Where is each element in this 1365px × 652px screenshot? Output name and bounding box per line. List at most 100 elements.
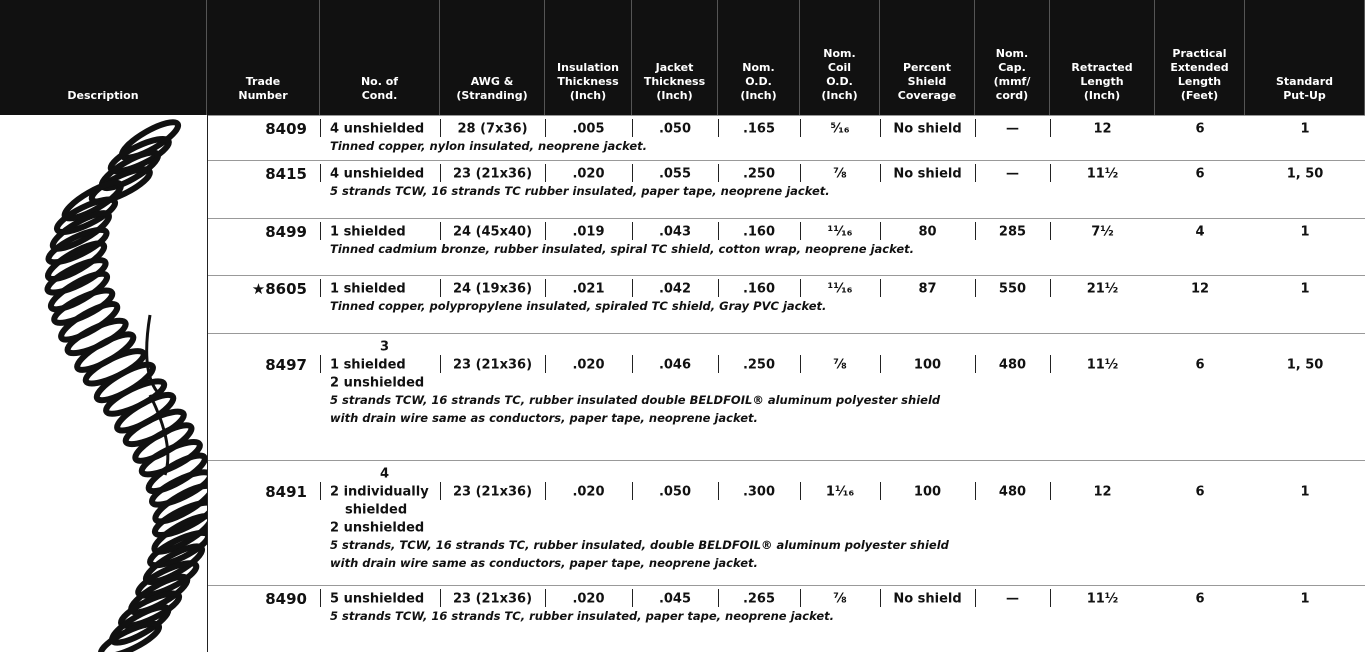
column-divider <box>320 279 321 297</box>
cell-value: 480 <box>998 357 1027 373</box>
cell-value: 6 <box>1195 591 1205 607</box>
conductors: 2 unshielded <box>330 520 425 536</box>
coil-loop <box>151 513 207 555</box>
coil-cord-illustration <box>44 119 207 652</box>
cell-value: .050 <box>658 484 692 500</box>
column-divider <box>632 119 633 137</box>
column-divider <box>880 119 881 137</box>
cell-value: .165 <box>742 121 776 137</box>
column-divider <box>880 589 881 607</box>
column-divider <box>880 279 881 297</box>
column-divider <box>545 482 546 500</box>
conductors: 1 shielded <box>330 281 406 297</box>
column-header: Percent Shield Coverage <box>880 0 975 115</box>
cell-value: 23 (21x36) <box>452 484 533 500</box>
column-divider <box>320 164 321 182</box>
coil-loop <box>44 257 109 296</box>
cell-value: ⅞ <box>833 357 847 373</box>
left-border <box>207 115 208 652</box>
cell-value: 4 <box>1195 224 1205 240</box>
header-text: Length <box>1080 75 1124 88</box>
column-divider <box>440 164 441 182</box>
cell-value: .020 <box>572 484 605 500</box>
column-divider <box>718 164 719 182</box>
column-divider <box>800 164 801 182</box>
conductors: 4 <box>380 466 390 482</box>
column-header: Trade Number <box>207 0 320 115</box>
column-header: Jacket Thickness (Inch) <box>632 0 718 115</box>
column-header: Nom. O.D. (Inch) <box>718 0 800 115</box>
header-text: Practical <box>1172 47 1227 60</box>
header-text: Insulation <box>557 61 619 74</box>
description-note: Tinned copper, polypropylene insulated, … <box>330 299 827 313</box>
cell-value: 6 <box>1195 484 1205 500</box>
header-text: Description <box>67 89 139 102</box>
header-text: (Inch) <box>569 89 607 102</box>
column-divider <box>320 589 321 607</box>
coil-loop <box>97 620 163 652</box>
column-divider <box>800 482 801 500</box>
column-divider <box>632 589 633 607</box>
cell-value: 12 <box>1093 484 1112 500</box>
cell-value: No shield <box>893 121 962 137</box>
coil-loop <box>49 210 112 252</box>
column-divider <box>320 482 321 500</box>
cell-value: 1, 50 <box>1286 357 1324 373</box>
column-divider <box>440 119 441 137</box>
column-header: AWG & (Stranding) <box>440 0 545 115</box>
trade-number: 8415 <box>265 165 307 183</box>
description-note: 5 strands TCW, 16 strands TC, rubber ins… <box>330 393 941 407</box>
cell-value: 6 <box>1195 357 1205 373</box>
column-header: No. of Cond. <box>320 0 440 115</box>
column-divider <box>632 164 633 182</box>
cell-value: .042 <box>658 281 692 297</box>
cell-value: — <box>1006 166 1019 182</box>
cell-value: 285 <box>998 224 1027 240</box>
column-divider <box>632 222 633 240</box>
column-divider <box>632 355 633 373</box>
cell-value: .005 <box>572 121 605 137</box>
description-note: 5 strands TCW, 16 strands TC rubber insu… <box>330 184 830 198</box>
cell-value: 23 (21x36) <box>452 357 533 373</box>
trade-number: 8491 <box>265 483 307 501</box>
row-divider <box>207 585 1365 586</box>
coil-loop <box>148 469 207 508</box>
cell-value: .043 <box>658 224 692 240</box>
cell-value: ⁵⁄₁₆ <box>830 121 850 137</box>
column-divider <box>320 222 321 240</box>
cell-value: — <box>1006 121 1019 137</box>
column-divider <box>1050 279 1051 297</box>
coil-loop <box>147 529 207 569</box>
column-divider <box>800 222 801 240</box>
cell-value: .265 <box>742 591 776 607</box>
cell-value: 7½ <box>1091 224 1114 240</box>
header-text: Trade <box>245 75 281 88</box>
cell-value: 1¹⁄₁₆ <box>825 484 855 500</box>
column-header: Standard Put-Up <box>1245 0 1365 115</box>
header-text: Nom. <box>742 61 775 74</box>
cell-value: 100 <box>913 357 942 373</box>
cell-value: No shield <box>893 591 962 607</box>
column-divider <box>545 589 546 607</box>
cell-value: 100 <box>913 484 942 500</box>
cell-value: .050 <box>658 121 692 137</box>
cell-value: .020 <box>572 591 605 607</box>
header-text: (Inch) <box>1083 89 1121 102</box>
column-divider <box>632 482 633 500</box>
cell-value: 1 <box>1300 281 1310 297</box>
header-text: Nom. <box>823 47 856 60</box>
cell-value: ¹¹⁄₁₆ <box>827 224 853 240</box>
column-divider <box>718 119 719 137</box>
header-text: Number <box>238 89 288 102</box>
column-divider <box>800 589 801 607</box>
cell-value: .020 <box>572 357 605 373</box>
column-divider <box>718 222 719 240</box>
column-divider <box>440 482 441 500</box>
header-text: Jacket <box>655 61 694 74</box>
column-divider <box>975 279 976 297</box>
column-divider <box>440 279 441 297</box>
column-divider <box>800 279 801 297</box>
coil-loop <box>152 482 207 525</box>
column-header: Retracted Length (Inch) <box>1050 0 1155 115</box>
column-divider <box>545 222 546 240</box>
